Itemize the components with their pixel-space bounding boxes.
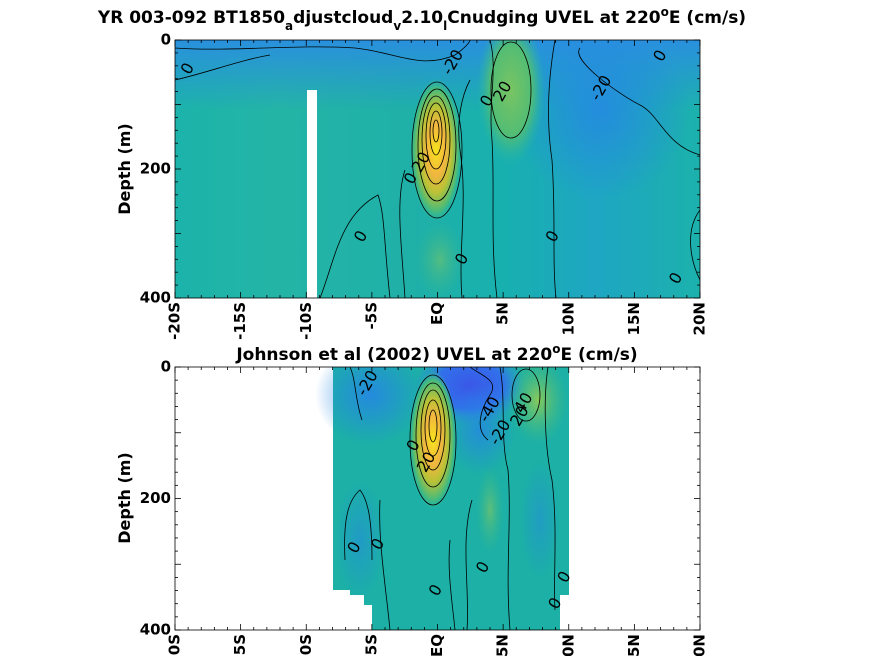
x-tick-label: 20N <box>691 302 709 335</box>
y-tick-label: 400 <box>140 289 171 307</box>
jet-contours-model <box>411 41 532 219</box>
x-tick-label: 10N <box>559 634 577 656</box>
panel-model-ticks: -20S -15S -10S -5S EQ 5N 10N 15N 20N 0 200 400 <box>140 31 709 340</box>
y-tick-label: 400 <box>140 621 171 639</box>
y-tick-label: 200 <box>140 489 171 507</box>
panel-observed: Johnson et al (2002) UVEL at 220oE (cm/s… <box>115 342 709 656</box>
x-tick-label: -20S <box>166 634 184 656</box>
panel-observed-ylabel: Depth (m) <box>115 452 134 544</box>
x-tick-label: 5N <box>494 634 512 656</box>
x-tick-label: 5N <box>494 302 512 325</box>
panel-observed-ticks: -20S -15S -10S -5S EQ 5N 10N 15N 20N 0 200 400 <box>140 358 709 656</box>
panel-model-title: YR 003-092 BT1850adjustcloudv2.10lCnudgi… <box>97 5 746 33</box>
y-tick-label: 200 <box>140 160 171 178</box>
x-tick-label: -15S <box>231 302 249 340</box>
y-tick-label: 0 <box>161 358 171 376</box>
x-tick-label: -20S <box>166 302 184 340</box>
jet-contours-observed <box>409 368 541 506</box>
x-tick-label: 20N <box>691 634 709 656</box>
panel-observed-field <box>315 367 569 630</box>
panel-observed-title: Johnson et al (2002) UVEL at 220oE (cm/s… <box>235 342 637 365</box>
x-tick-label: 15N <box>625 634 643 656</box>
x-tick-label: -10S <box>297 634 315 656</box>
panel-model-ylabel: Depth (m) <box>115 123 134 215</box>
y-tick-label: 0 <box>161 31 171 49</box>
panel-model-field <box>175 40 700 298</box>
x-tick-label: -5S <box>362 302 380 329</box>
x-tick-label: 15N <box>625 302 643 335</box>
x-tick-label: EQ <box>428 634 446 656</box>
x-tick-label: -15S <box>231 634 249 656</box>
x-tick-label: 10N <box>559 302 577 335</box>
x-tick-label: -10S <box>297 302 315 340</box>
x-tick-label: -5S <box>362 634 380 656</box>
x-tick-label: EQ <box>428 302 446 325</box>
panel-model: YR 003-092 BT1850adjustcloudv2.10lCnudgi… <box>97 5 746 340</box>
